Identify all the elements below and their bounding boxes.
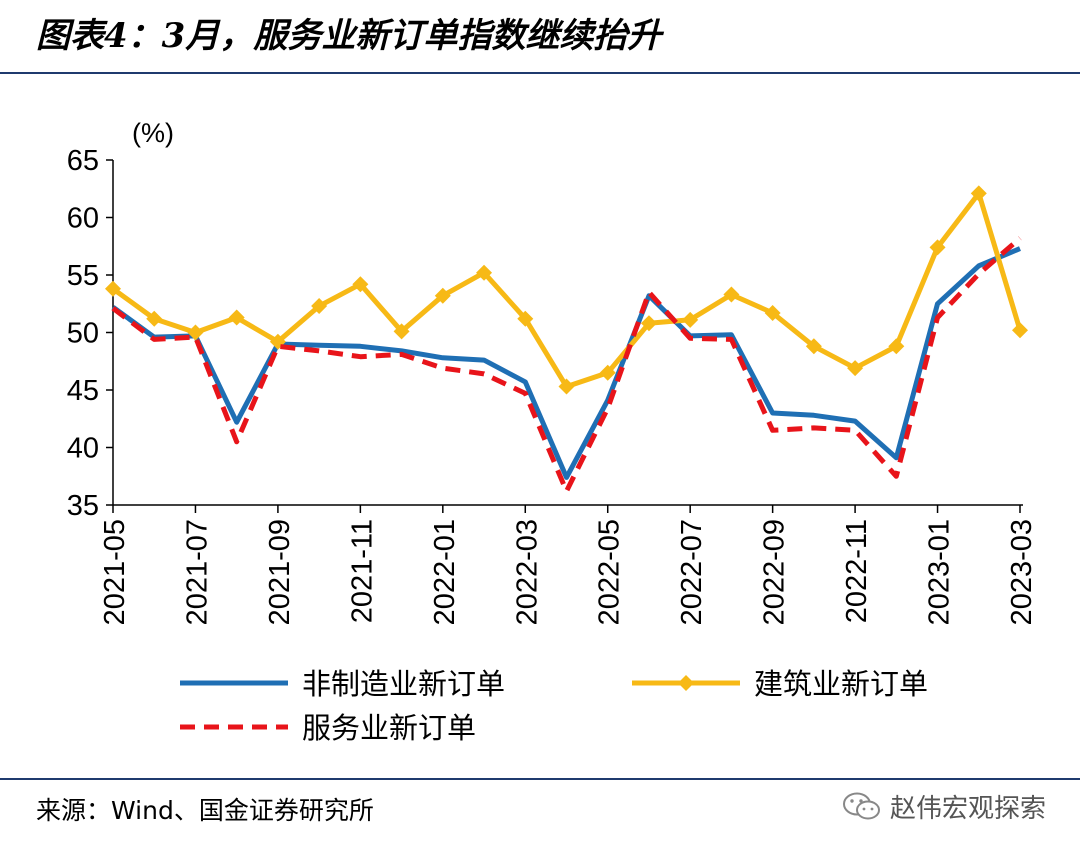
x-tick-label: 2023-03 (1006, 519, 1038, 625)
series-layer (105, 185, 1028, 494)
data-point-marker (517, 310, 534, 327)
data-point-marker (476, 264, 493, 281)
data-point-marker (640, 315, 657, 332)
wechat-icon (842, 792, 880, 819)
data-point-marker (682, 311, 699, 328)
data-point-marker (228, 309, 245, 326)
y-tick-label: 60 (67, 203, 99, 235)
data-point-marker (146, 310, 163, 327)
legend-label-1: 非制造业新订单 (302, 667, 505, 701)
series-line-2 (111, 190, 1023, 390)
x-tick-label: 2022-09 (759, 519, 791, 625)
y-tick-label: 55 (67, 260, 99, 292)
x-tick-label: 2022-07 (676, 519, 708, 625)
y-tick-label: 50 (67, 318, 99, 350)
data-point-marker (970, 185, 987, 202)
legend-label-2: 建筑业新订单 (754, 667, 928, 701)
legend-label-3: 服务业新订单 (302, 711, 476, 745)
y-tick-label: 65 (67, 145, 99, 177)
footer-divider (0, 778, 1080, 780)
x-tick-label: 2022-11 (841, 519, 873, 623)
figure-title: 图表4：3月，服务业新订单指数继续抬升 (36, 16, 662, 56)
x-tick-label: 2023-01 (924, 519, 956, 625)
data-point-marker (393, 323, 410, 340)
title-divider (0, 72, 1080, 74)
series-line-1 (111, 246, 1021, 480)
data-point-marker (764, 304, 781, 321)
source-note: 来源：Wind、国金证券研究所 (36, 796, 374, 825)
data-point-marker (434, 287, 451, 304)
data-point-marker (847, 360, 864, 377)
x-tick-label: 2022-03 (511, 519, 543, 625)
watermark-text: 赵伟宏观探索 (889, 794, 1046, 824)
data-point-marker (352, 276, 369, 293)
y-tick-label: 35 (67, 490, 99, 522)
data-point-marker (929, 239, 946, 256)
line-chart: 35 40 45 50 55 60 65 (%) 2021-05 2021-07 2021-09 20… (67, 118, 1038, 745)
data-point-marker (558, 378, 575, 395)
legend-marker (678, 675, 694, 691)
y-unit-label: (%) (132, 118, 174, 148)
x-tick-label: 2021-11 (346, 519, 378, 623)
y-tick-label: 45 (67, 375, 99, 407)
data-point-marker (805, 338, 822, 355)
data-point-marker (311, 298, 328, 315)
data-point-marker (187, 324, 204, 341)
data-point-marker (599, 364, 616, 381)
x-tick-label: 2022-01 (429, 519, 461, 625)
chart-axes: 35 40 45 50 55 60 65 (%) 2021-05 2021-07 2021-09 20… (67, 118, 1038, 625)
data-point-marker (1012, 322, 1028, 339)
x-tick-label: 2021-09 (264, 519, 296, 625)
x-tick-label: 2022-05 (594, 519, 626, 625)
x-tick-label: 2021-07 (181, 519, 213, 625)
data-point-marker (888, 338, 905, 355)
data-point-marker (105, 280, 121, 297)
watermark: 赵伟宏观探索 (842, 788, 1046, 825)
x-tick-label: 2021-05 (99, 519, 131, 625)
series-line-3 (111, 236, 1022, 494)
y-tick-label: 40 (67, 433, 99, 465)
data-point-marker (723, 286, 740, 303)
